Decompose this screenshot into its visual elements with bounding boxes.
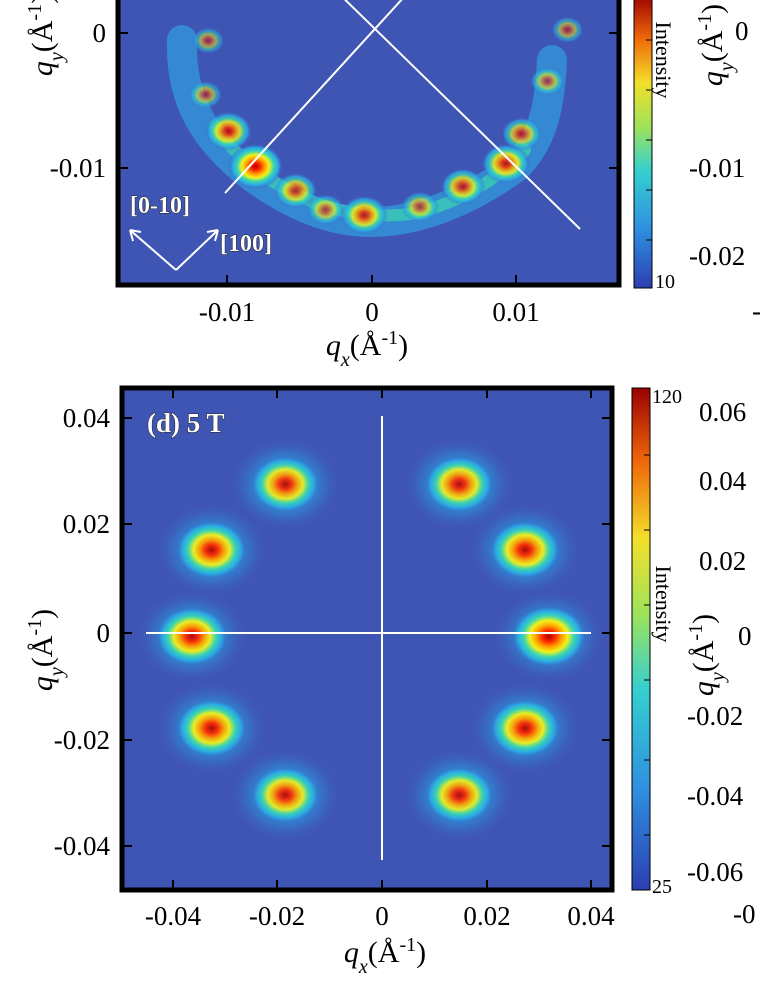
bragg-spot-2: [155, 606, 229, 667]
partial-bottom-ytick-0.04: 0.04: [699, 466, 747, 496]
bragg-spot-1: [227, 143, 284, 190]
bragg-spot-7: [530, 66, 565, 96]
top-guide-lines: [224, 0, 581, 230]
guide-line-0-10: [343, 0, 581, 230]
partial-panel-top: qy(Å-1) 0 -0.01 -0.02 -: [689, 4, 761, 326]
partial-top-ytick-0: 0: [735, 16, 749, 46]
bragg-spot-2: [273, 172, 318, 209]
top-xtick-neg0.01: -0.01: [199, 297, 255, 327]
top-colorbar: [633, 0, 653, 289]
bragg-spot-8: [188, 80, 223, 109]
partial-panel-bottom: 0.06 0.04 0.02 0 -0.02 -0.04 -0.06 qy(Å-…: [685, 397, 756, 929]
bragg-spot-3: [440, 168, 486, 206]
partial-bottom-y-axis-label: qy(Å-1): [685, 614, 729, 696]
arrow-100-icon: [175, 229, 219, 271]
bragg-spot-6: [489, 520, 562, 580]
top-spots: [188, 16, 584, 235]
bottom-xtick-0: 0: [375, 901, 389, 931]
top-colorbar-label: Intensity: [651, 22, 676, 99]
top-ytick-0: 0: [93, 18, 107, 48]
bragg-spot-6: [340, 195, 388, 235]
bragg-spot-0: [204, 111, 252, 151]
bragg-spot-9: [192, 27, 225, 54]
bottom-x-axis-label: qx(Å-1): [344, 934, 426, 978]
bragg-spot-4: [481, 143, 531, 184]
bottom-xtick-neg0.04: -0.04: [145, 901, 202, 931]
bottom-plot-frame: [119, 385, 615, 893]
bottom-x-ticks: [172, 388, 592, 890]
bottom-spots: [155, 455, 587, 824]
bottom-colorbar-ticks: [644, 454, 650, 836]
bottom-ytick-0: 0: [97, 618, 111, 648]
bragg-spot-5: [424, 455, 495, 514]
bragg-spot-5: [501, 117, 542, 151]
partial-bottom-ytick-0: 0: [738, 621, 752, 651]
top-x-ticks: [226, 275, 517, 285]
top-ytick-neg0.01: -0.01: [50, 153, 106, 183]
arrow-0-10-icon: [129, 229, 177, 271]
bottom-panel: (d) 5 T 0.04 0.02 0 -0.02 -0.04 -0.04 -0…: [24, 385, 682, 978]
bottom-colorbar-label: Intensity: [651, 566, 676, 643]
bottom-xtick-0.04: 0.04: [567, 901, 615, 931]
bottom-ytick-neg0.02: -0.02: [54, 725, 110, 755]
bragg-spot-1: [175, 520, 248, 580]
partial-bottom-ytick-0.02: 0.02: [699, 546, 746, 576]
bragg-spot-8: [489, 698, 562, 758]
bragg-spot-3: [175, 698, 248, 758]
top-y-axis-label: qy(Å-1): [24, 0, 68, 76]
bottom-y-ticks: [122, 417, 612, 847]
bragg-spot-11: [306, 194, 345, 226]
top-x-axis-label: qx(Å-1): [326, 327, 408, 371]
direction-label-100: [100]: [220, 231, 272, 257]
bottom-colorbar-min: 25: [652, 876, 672, 898]
direction-arrows: [129, 229, 219, 271]
partial-bottom-ytick-neg0.06: -0.06: [687, 857, 743, 887]
bottom-colorbar-max: 120: [652, 386, 682, 408]
top-colorbar-ticks: [646, 39, 652, 241]
partial-bottom-ytick-neg0.02: -0.02: [687, 701, 743, 731]
bottom-ytick-0.02: 0.02: [63, 509, 110, 539]
direction-label-0-10: [0-10]: [130, 193, 190, 219]
bottom-xtick-neg0.02: -0.02: [249, 901, 305, 931]
bragg-spot-12: [401, 191, 439, 223]
guide-line-100: [224, 0, 403, 194]
bragg-spot-9: [424, 765, 495, 824]
top-colorbar-min: 10: [655, 271, 675, 293]
top-plot-frame: [115, 0, 622, 288]
partial-bottom-cut-text: -0: [733, 899, 756, 929]
bottom-colorbar: [631, 387, 651, 891]
bragg-spot-10: [551, 16, 584, 43]
top-y-ticks: [118, 32, 619, 169]
partial-bottom-ytick-0.06: 0.06: [699, 397, 746, 427]
top-xtick-0: 0: [365, 297, 379, 327]
partial-top-cut-text: -: [752, 296, 761, 326]
bottom-ytick-0.04: 0.04: [63, 403, 111, 433]
bragg-spot-0: [250, 455, 321, 514]
partial-top-ytick-neg0.01: -0.01: [689, 153, 745, 183]
top-panel: [0-10] [100] 0 -0.01 -0.01 0 0.01 qx(Å-1…: [24, 0, 676, 371]
bottom-xtick-0.02: 0.02: [463, 901, 510, 931]
bottom-panel-label: (d) 5 T: [147, 408, 225, 438]
partial-top-ytick-neg0.02: -0.02: [689, 241, 745, 271]
bragg-spot-7: [510, 604, 587, 668]
bottom-ytick-neg0.04: -0.04: [54, 831, 111, 861]
partial-bottom-ytick-neg0.04: -0.04: [687, 781, 744, 811]
bottom-y-axis-label: qy(Å-1): [24, 609, 68, 691]
bragg-spot-4: [250, 765, 321, 824]
top-xtick-0.01: 0.01: [492, 297, 539, 327]
partial-top-y-axis-label: qy(Å-1): [694, 4, 738, 86]
